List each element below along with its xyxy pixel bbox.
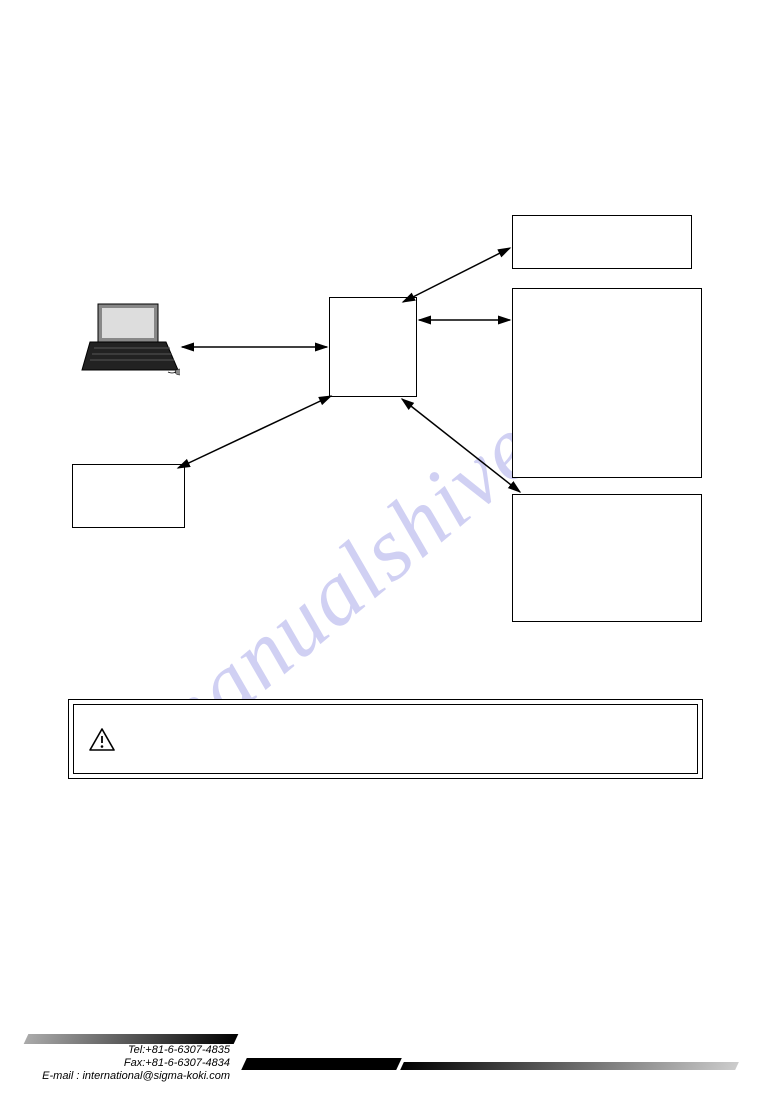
warning-icon	[89, 728, 115, 752]
footer-contact: Tel:+81-6-6307-4835 Fax:+81-6-6307-4834 …	[30, 1044, 230, 1083]
laptop-icon	[80, 300, 180, 380]
diagram-box-top-right	[512, 215, 692, 269]
footer-bar-right	[400, 1062, 739, 1070]
footer-bar-left	[24, 1034, 239, 1044]
footer-fax: Fax:+81-6-6307-4834	[30, 1057, 230, 1070]
diagram-box-bot-right	[512, 494, 702, 622]
diagram-box-right	[512, 288, 702, 478]
caution-box	[68, 699, 703, 779]
footer-email: E-mail : international@sigma-koki.com	[30, 1070, 230, 1083]
caution-box-inner	[73, 704, 698, 774]
footer-bar-mid	[241, 1058, 402, 1070]
diagram-box-center	[329, 297, 417, 397]
diagram-box-bot-left	[72, 464, 185, 528]
footer-tel: Tel:+81-6-6307-4835	[30, 1044, 230, 1057]
